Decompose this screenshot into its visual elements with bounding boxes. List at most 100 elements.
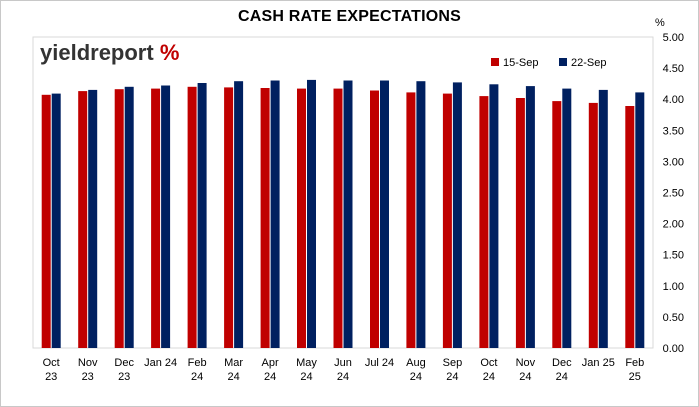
y-tick-label: 0.00 xyxy=(663,343,684,355)
bar-15-sep-12 xyxy=(479,96,489,348)
x-tick-line2: 24 xyxy=(337,371,349,383)
y-tick-label: 3.00 xyxy=(663,156,684,168)
y-axis-unit: % xyxy=(655,17,665,29)
x-tick-line1: Nov xyxy=(78,357,98,369)
bar-15-sep-7 xyxy=(297,88,306,348)
x-tick-line2: 24 xyxy=(556,371,568,383)
x-tick-line1: Apr xyxy=(262,357,279,369)
x-tick-label: Feb 25 xyxy=(625,357,644,383)
bars-group xyxy=(41,79,645,349)
x-tick-line2: 24 xyxy=(227,371,239,383)
bar-22-sep-8 xyxy=(343,80,353,348)
x-tick-line2: 23 xyxy=(45,371,57,383)
x-tick-line2: 24 xyxy=(519,371,531,383)
y-tick-label: 1.50 xyxy=(663,250,684,262)
bar-15-sep-0 xyxy=(41,94,51,348)
x-tick-line1: Jun xyxy=(334,357,352,369)
x-tick-line1: Sep xyxy=(443,357,463,369)
bar-22-sep-7 xyxy=(307,79,316,349)
y-tick-label: 0.50 xyxy=(663,312,684,324)
x-tick-line1: Mar xyxy=(224,357,243,369)
bar-15-sep-15 xyxy=(588,102,598,349)
bar-15-sep-8 xyxy=(333,88,343,348)
bar-22-sep-0 xyxy=(51,93,61,348)
bar-15-sep-2 xyxy=(114,89,124,348)
x-tick-label: Sep 24 xyxy=(443,357,463,383)
x-tick-line1: Feb xyxy=(625,357,644,369)
bar-15-sep-11 xyxy=(442,93,452,348)
bar-15-sep-13 xyxy=(515,98,525,348)
bar-22-sep-1 xyxy=(88,89,98,349)
x-tick-line1: Nov xyxy=(516,357,536,369)
x-tick-label: Mar 24 xyxy=(224,357,243,383)
y-tick-label: 1.00 xyxy=(663,281,684,293)
bar-22-sep-14 xyxy=(562,88,572,348)
x-tick-label: Nov 23 xyxy=(78,357,98,383)
x-tick-line1: Oct xyxy=(480,357,497,369)
bar-22-sep-10 xyxy=(416,81,426,348)
x-tick-label: Jul 24 xyxy=(365,357,394,369)
bar-22-sep-5 xyxy=(234,81,244,348)
x-tick-line2: 23 xyxy=(118,371,130,383)
legend: 15-Sep 22-Sep xyxy=(491,57,606,69)
x-tick-line1: Oct xyxy=(43,357,60,369)
bar-15-sep-16 xyxy=(625,106,635,348)
y-axis: 5.00 4.50 4.00 3.50 3.00 2.50 2.00 1.50 1.00 0.50… xyxy=(663,32,684,355)
x-tick-label: Jan 24 xyxy=(144,357,177,369)
y-tick-label: 4.50 xyxy=(663,63,684,75)
x-tick-line1: Dec xyxy=(552,357,572,369)
x-tick-line1: May xyxy=(296,357,317,369)
bar-15-sep-14 xyxy=(552,101,562,348)
x-tick-line1: Dec xyxy=(114,357,134,369)
bar-15-sep-3 xyxy=(151,88,161,348)
bar-22-sep-9 xyxy=(380,80,389,348)
x-tick-label: May 24 xyxy=(296,357,317,383)
bar-15-sep-9 xyxy=(370,90,379,348)
x-tick-line1: Jan 24 xyxy=(144,357,177,369)
x-tick-label: Oct 24 xyxy=(480,357,497,383)
bar-22-sep-15 xyxy=(598,89,608,349)
bar-15-sep-4 xyxy=(187,86,197,349)
x-tick-line2: 23 xyxy=(82,371,94,383)
x-tick-label: Aug 24 xyxy=(406,357,426,383)
logo-percent-icon: % xyxy=(159,40,180,65)
x-tick-line2: 24 xyxy=(446,371,458,383)
x-tick-label: Dec 23 xyxy=(114,357,134,383)
bar-22-sep-11 xyxy=(452,82,462,349)
x-tick-label: Oct 23 xyxy=(43,357,60,383)
bar-15-sep-10 xyxy=(406,92,416,349)
x-tick-line1: Feb xyxy=(188,357,207,369)
y-tick-label: 3.50 xyxy=(663,125,684,137)
bar-22-sep-4 xyxy=(197,83,207,348)
bar-22-sep-12 xyxy=(489,84,499,349)
x-tick-line2: 24 xyxy=(191,371,203,383)
bar-15-sep-5 xyxy=(224,87,234,349)
x-tick-line2: 24 xyxy=(300,371,312,383)
bar-15-sep-1 xyxy=(78,91,88,348)
x-tick-label: Jun 24 xyxy=(334,357,352,383)
bar-22-sep-16 xyxy=(635,92,645,349)
x-tick-line2: 25 xyxy=(629,371,641,383)
logo-word: yieldreport xyxy=(40,40,154,65)
x-tick-line2: 24 xyxy=(264,371,276,383)
x-tick-label: Dec 24 xyxy=(552,357,572,383)
x-tick-line1: Jul 24 xyxy=(365,357,394,369)
bar-22-sep-6 xyxy=(270,80,280,348)
legend-label-22-sep: 22-Sep xyxy=(571,57,606,69)
y-tick-label: 2.00 xyxy=(663,219,684,231)
x-tick-line2: 24 xyxy=(483,371,495,383)
y-tick-label: 5.00 xyxy=(663,32,684,44)
x-tick-label: Feb 24 xyxy=(188,357,207,383)
legend-label-15-sep: 15-Sep xyxy=(503,57,538,69)
y-tick-label: 2.50 xyxy=(663,188,684,200)
legend-swatch-15-sep xyxy=(491,58,499,66)
chart-title: CASH RATE EXPECTATIONS xyxy=(237,8,462,25)
y-tick-label: 4.00 xyxy=(663,94,684,106)
legend-swatch-22-sep xyxy=(559,58,567,66)
bar-22-sep-13 xyxy=(525,86,535,348)
x-tick-label: Apr 24 xyxy=(262,357,279,383)
x-tick-label: Jan 25 xyxy=(582,357,615,369)
bar-15-sep-6 xyxy=(260,88,270,348)
x-tick-label: Nov 24 xyxy=(516,357,536,383)
x-axis: Oct 23 Nov 23 Dec 23 Jan 24 Feb 24 Mar 24 Apr 24 May 2… xyxy=(43,357,645,383)
